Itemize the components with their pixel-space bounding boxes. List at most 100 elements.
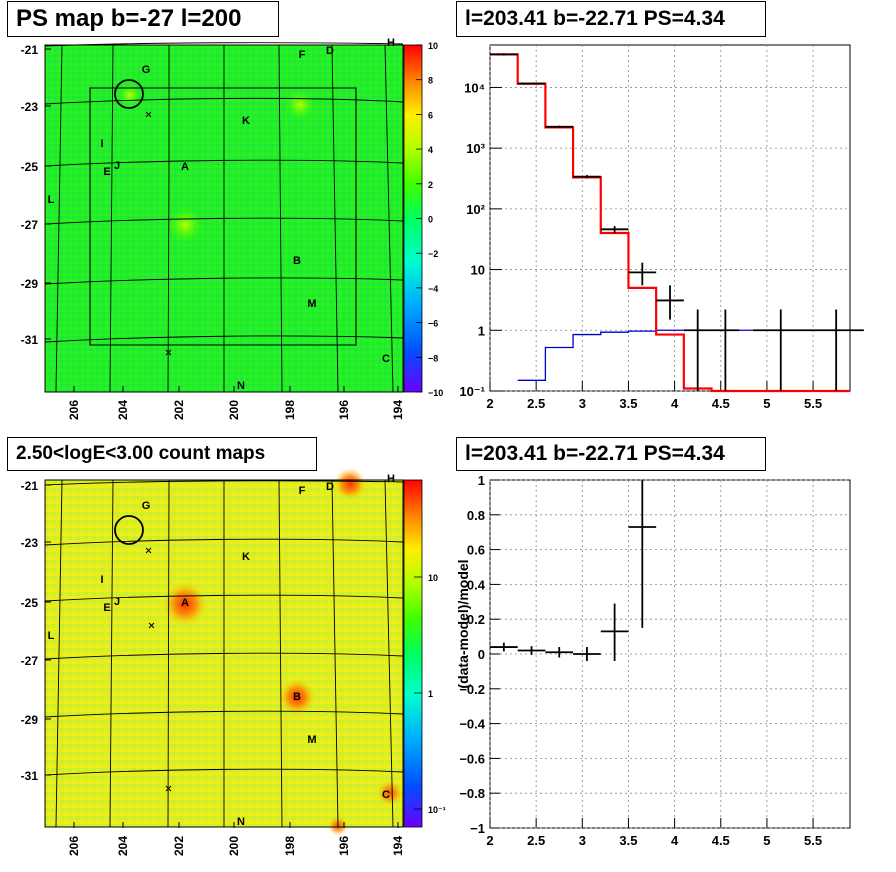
count-map-lat-tick: -27 — [21, 654, 39, 668]
spectrum-panel: 2 2.5 3 3.5 4 4.5 5 5.5 10⁻¹ 1 10 10² 10³ 10⁴ — [459, 44, 864, 411]
spectrum-plot-area — [489, 44, 851, 392]
count-map-source-label: N — [237, 816, 245, 828]
ts-map-lat-tick: -27 — [21, 218, 39, 232]
residual-y-tick: −0.6 — [459, 751, 485, 766]
spectrum-y-tick: 10 — [471, 263, 485, 278]
residual-y-tick: 0.6 — [467, 543, 485, 558]
ts-map-lon-tick: 206 — [67, 400, 81, 420]
residual-x-tick: 4.5 — [712, 833, 730, 848]
count-colorbar-tick: 10 — [428, 573, 438, 583]
ts-map-source-label: B — [293, 255, 301, 267]
ts-map-lat-tick: -25 — [21, 160, 39, 174]
residual-layer: 2 2.5 3 3.5 4 4.5 5 5.5 1 0.8 0.6 0.4 0.2 0 −0.2 −0.4 −0… — [459, 473, 850, 848]
count-map-lon-tick: 198 — [283, 836, 297, 856]
count-colorbar — [404, 480, 422, 827]
ts-map-lon-tick: 196 — [337, 400, 351, 420]
count-map-frame — [44, 479, 404, 828]
residual-x-tick: 2 — [486, 833, 493, 848]
spectrum-y-tick: 1 — [478, 323, 485, 338]
spectrum-x-tick: 3.5 — [619, 396, 637, 411]
ps-map-title: PS map b=-27 l=200 — [7, 1, 279, 37]
count-map-lon-tick: 200 — [227, 836, 241, 856]
ts-colorbar-tick: 10 — [428, 41, 438, 51]
count-map-lat-tick: -29 — [21, 713, 39, 727]
spectrum-x-tick: 4 — [671, 396, 679, 411]
residual-y-tick: 0 — [478, 647, 485, 662]
spectrum-title: l=203.41 b=-22.71 PS=4.34 — [456, 1, 766, 37]
count-map-source-label: A — [181, 597, 189, 609]
count-map-source-label: E — [103, 602, 110, 614]
count-map-target-circle — [114, 515, 144, 545]
spectrum-x-tick: 2 — [486, 396, 493, 411]
count-map-source-label: J — [114, 596, 120, 608]
ts-map-panel — [44, 42, 423, 393]
count-map-lon-tick: 206 — [67, 836, 81, 856]
ts-colorbar-tick: 2 — [428, 180, 433, 190]
ts-map-source-label: D — [326, 45, 334, 57]
spectrum-y-tick: 10³ — [466, 141, 485, 156]
count-map-source-label: B — [293, 691, 301, 703]
count-map-source-label: M — [307, 734, 316, 746]
count-colorbar-tick: 1 — [428, 689, 433, 699]
ts-colorbar-tick: −2 — [428, 249, 438, 259]
spectrum-y-tick: 10⁻¹ — [459, 384, 485, 399]
ts-map-lon-tick: 198 — [283, 400, 297, 420]
ts-colorbar-tick: −4 — [428, 284, 438, 294]
ts-map-lon-tick: 200 — [227, 400, 241, 420]
count-map-lat-tick: -25 — [21, 596, 39, 610]
ts-map-lat-tick: -21 — [21, 43, 39, 57]
residual-y-tick: 1 — [478, 473, 485, 488]
ts-colorbar-tick: 6 — [428, 110, 433, 120]
ts-map-source-label: C — [382, 353, 390, 365]
count-map-source-label: F — [299, 485, 306, 497]
spectrum-x-tick: 5 — [763, 396, 770, 411]
ts-map-hotspot — [118, 83, 142, 107]
ts-colorbar-tick: −8 — [428, 353, 438, 363]
residual-x-tick: 5 — [763, 833, 770, 848]
count-map-grid — [44, 479, 404, 828]
count-map-panel — [44, 468, 423, 836]
ts-colorbar-tick: −6 — [428, 319, 438, 329]
count-map-source-label: D — [326, 481, 334, 493]
count-map-title: 2.50<logE<3.00 count maps — [7, 437, 317, 471]
ts-map-source-label: L — [48, 194, 55, 206]
residual-y-tick: −0.8 — [459, 786, 485, 801]
ts-map-source-label: F — [299, 49, 306, 61]
ts-map-lon-tick: 202 — [172, 400, 186, 420]
residual-x-tick: 3.5 — [619, 833, 637, 848]
count-map-lon-tick: 194 — [391, 836, 405, 856]
residual-panel: 2 2.5 3 3.5 4 4.5 5 5.5 1 0.8 0.6 0.4 0.2 0 −0.2 −0.4 −0… — [455, 473, 851, 848]
count-map-lat-tick: -21 — [21, 479, 39, 493]
ts-map-lat-tick: -31 — [21, 333, 39, 347]
ts-map-lat-tick: -23 — [21, 100, 39, 114]
ts-map-target-circle — [114, 79, 144, 109]
ts-map-source-label: E — [103, 166, 110, 178]
ts-map-hotspot — [167, 207, 203, 243]
ts-map-source-label: H — [387, 37, 395, 49]
residual-y-tick: 0.4 — [467, 577, 486, 592]
count-map-source-label: L — [48, 630, 55, 642]
ts-map-source-label: G — [142, 64, 151, 76]
ts-colorbar-tick: 4 — [428, 145, 433, 155]
residual-x-tick: 5.5 — [804, 833, 822, 848]
count-map-source-blob-B — [279, 679, 315, 715]
ts-map-source-label: I — [100, 138, 103, 150]
spectrum-x-tick: 4.5 — [712, 396, 730, 411]
ts-map-hotspot — [285, 90, 315, 120]
count-map-source-label: K — [242, 551, 250, 563]
spectrum-x-tick: 5.5 — [804, 396, 822, 411]
ts-map-source-label: M — [307, 298, 316, 310]
residual-y-tick: 0.8 — [467, 508, 485, 523]
residual-y-tick: 0.2 — [467, 612, 485, 627]
ts-map-source-label: K — [242, 115, 250, 127]
count-map-source-blob-A — [163, 582, 207, 626]
ts-map-lat-tick: -29 — [21, 277, 39, 291]
ts-colorbar — [404, 45, 422, 392]
ts-map-lon-tick: 204 — [116, 400, 130, 420]
count-map-source-label: H — [387, 473, 395, 485]
count-map-source-blob-C — [377, 780, 403, 806]
ts-colorbar-tick: −10 — [428, 388, 443, 398]
ts-colorbar-tick: 0 — [428, 215, 433, 225]
